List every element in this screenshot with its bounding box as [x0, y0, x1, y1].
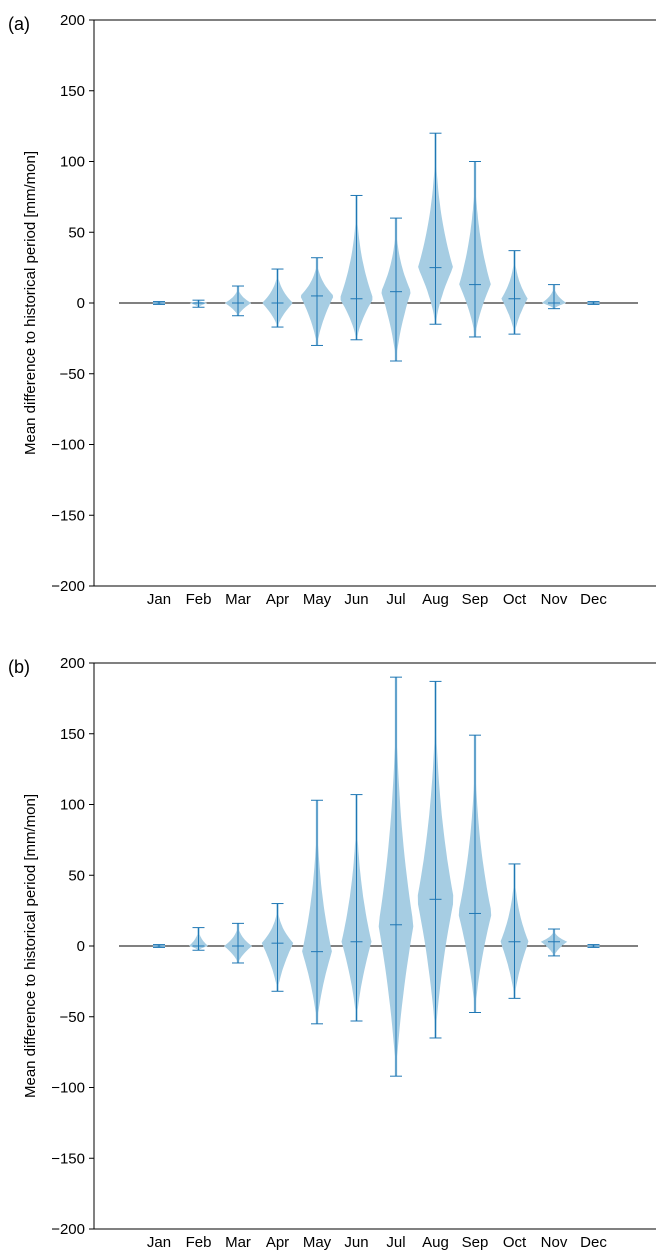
panel-a-xtick-label: Oct	[503, 591, 527, 608]
panel-a-xtick-label: Dec	[580, 591, 607, 608]
panel-b-xtick-label: Mar	[225, 1234, 251, 1251]
panel-b-ytick-label: 150	[60, 726, 85, 743]
panel-b-xtick-label: Aug	[422, 1234, 449, 1251]
panel-b-ytick-label: −100	[51, 1080, 85, 1097]
panel-b-xtick-label: May	[303, 1234, 332, 1251]
panel-a-xtick-label: Feb	[186, 591, 212, 608]
panel-a-xtick-label: Mar	[225, 591, 251, 608]
panel-a-ytick-label: −100	[51, 437, 85, 454]
panel-a-xtick-label: Sep	[462, 591, 489, 608]
panel-b-ytick-label: 0	[77, 938, 85, 955]
panel-a-ytick-label: 100	[60, 154, 85, 171]
panel-a-ytick-label: −150	[51, 507, 85, 524]
panel-a-ytick-label: 150	[60, 83, 85, 100]
panel-a-ytick-label: −50	[60, 366, 85, 383]
panel-b-xtick-label: Oct	[503, 1234, 527, 1251]
panel-a-xtick-label: Apr	[266, 591, 289, 608]
panel-b-ytick-label: −150	[51, 1150, 85, 1167]
panel-a-ytick-label: 50	[68, 224, 85, 241]
panel-b-xtick-label: Sep	[462, 1234, 489, 1251]
panel-a-xtick-label: Jul	[386, 591, 405, 608]
panel-b-ytick-label: −50	[60, 1009, 85, 1026]
panel-a-xtick-label: Jan	[147, 591, 171, 608]
panel-a-ytick-label: −200	[51, 578, 85, 595]
panel-b-ytick-label: 200	[60, 655, 85, 672]
panel-a-xtick-label: Aug	[422, 591, 449, 608]
panel-b-xtick-label: Feb	[186, 1234, 212, 1251]
panel-b-ytick-label: −200	[51, 1221, 85, 1238]
panel-b-plot: 200 150 100 50 0 −50 −100 −150 −200 Jan Feb Mar Apr M…	[51, 655, 656, 1251]
panel-b-xtick-label: Apr	[266, 1234, 289, 1251]
panel-b-xtick-label: Jul	[386, 1234, 405, 1251]
panel-b-xtick-label: Dec	[580, 1234, 607, 1251]
panel-a-xtick-label: Nov	[541, 591, 568, 608]
panel-b-xtick-label: Nov	[541, 1234, 568, 1251]
panel-b-ylabel: Mean difference to historical period [mm…	[22, 794, 39, 1098]
panel-a-plot: 200 150 100 50 0 −50 −100 −150 −200 Jan Feb Mar Apr M…	[51, 12, 656, 608]
panel-a-xtick-label: May	[303, 591, 332, 608]
panel-b-label: (b)	[8, 657, 30, 677]
panel-a: (a) Mean difference to historical period…	[8, 12, 656, 608]
panel-a-xtick-label: Jun	[344, 591, 368, 608]
panel-a-ytick-label: 0	[77, 295, 85, 312]
panel-b-xtick-label: Jun	[344, 1234, 368, 1251]
panel-b-ytick-label: 100	[60, 797, 85, 814]
panel-b: (b) Mean difference to historical period…	[8, 655, 656, 1251]
panel-a-ytick-label: 200	[60, 12, 85, 29]
panel-a-ylabel: Mean difference to historical period [mm…	[22, 151, 39, 455]
panel-a-label: (a)	[8, 14, 30, 34]
panel-b-ytick-label: 50	[68, 867, 85, 884]
panel-b-xtick-label: Jan	[147, 1234, 171, 1251]
